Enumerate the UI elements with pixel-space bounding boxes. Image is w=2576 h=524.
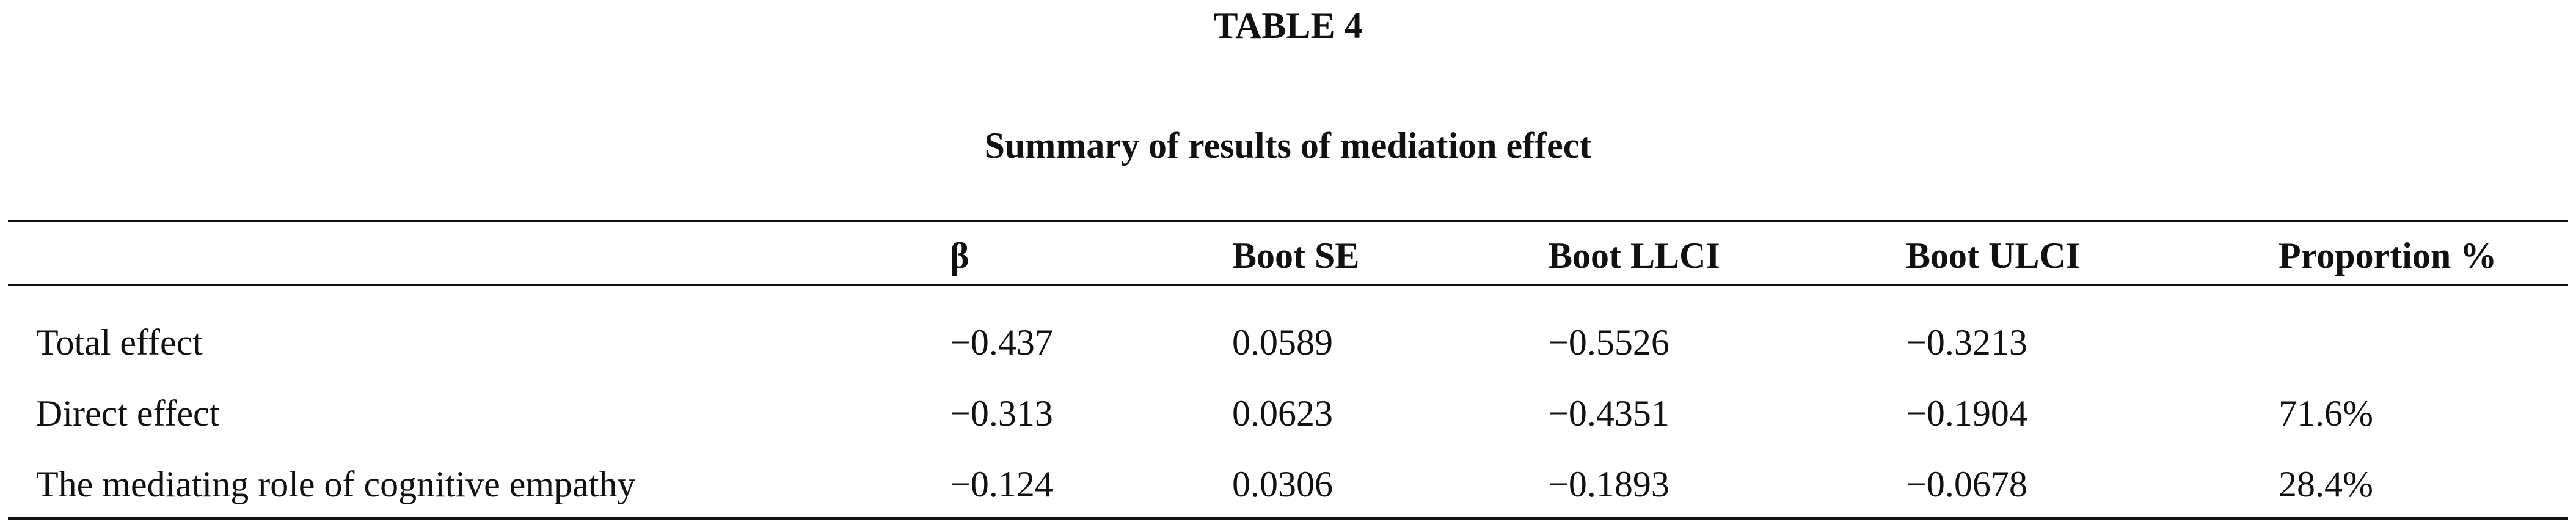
top-rule bbox=[8, 220, 2568, 222]
column-header: Boot SE bbox=[1232, 235, 1360, 276]
column-header: Boot LLCI bbox=[1548, 235, 1720, 276]
header-rule bbox=[8, 284, 2568, 286]
column-header: Proportion % bbox=[2279, 235, 2497, 276]
cell: 0.0589 bbox=[1232, 322, 1333, 363]
cell: −0.4351 bbox=[1548, 393, 1669, 434]
cell: −0.0678 bbox=[1906, 464, 2027, 504]
column-header: Boot ULCI bbox=[1906, 235, 2081, 276]
cell: −0.3213 bbox=[1906, 322, 2027, 363]
table-title: Summary of results of mediation effect bbox=[984, 125, 1592, 166]
cell: 0.0306 bbox=[1232, 464, 1333, 504]
row-label: Total effect bbox=[36, 322, 203, 363]
cell: −0.1893 bbox=[1548, 464, 1669, 504]
row-label: Direct effect bbox=[36, 393, 220, 434]
bottom-rule bbox=[8, 517, 2568, 520]
table-label: TABLE 4 bbox=[1213, 6, 1363, 46]
cell: 71.6% bbox=[2279, 393, 2373, 434]
cell: 0.0623 bbox=[1232, 393, 1333, 434]
row-label: The mediating role of cognitive empathy bbox=[36, 464, 636, 504]
cell: −0.313 bbox=[950, 393, 1053, 434]
cell: −0.124 bbox=[950, 464, 1053, 504]
cell: −0.437 bbox=[950, 322, 1053, 363]
cell: −0.5526 bbox=[1548, 322, 1669, 363]
cell: 28.4% bbox=[2279, 464, 2373, 504]
cell: −0.1904 bbox=[1906, 393, 2027, 434]
column-header: β bbox=[950, 235, 969, 276]
